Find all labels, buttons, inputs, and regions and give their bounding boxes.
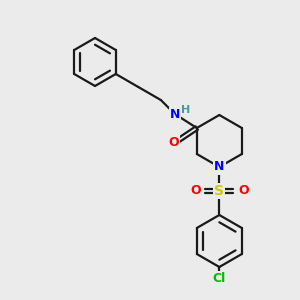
Text: H: H	[181, 105, 190, 115]
Text: N: N	[169, 107, 180, 121]
Text: Cl: Cl	[213, 272, 226, 284]
Text: O: O	[238, 184, 249, 197]
Text: O: O	[169, 136, 179, 148]
Text: O: O	[190, 184, 201, 197]
Text: N: N	[214, 160, 224, 173]
Text: S: S	[214, 184, 224, 198]
